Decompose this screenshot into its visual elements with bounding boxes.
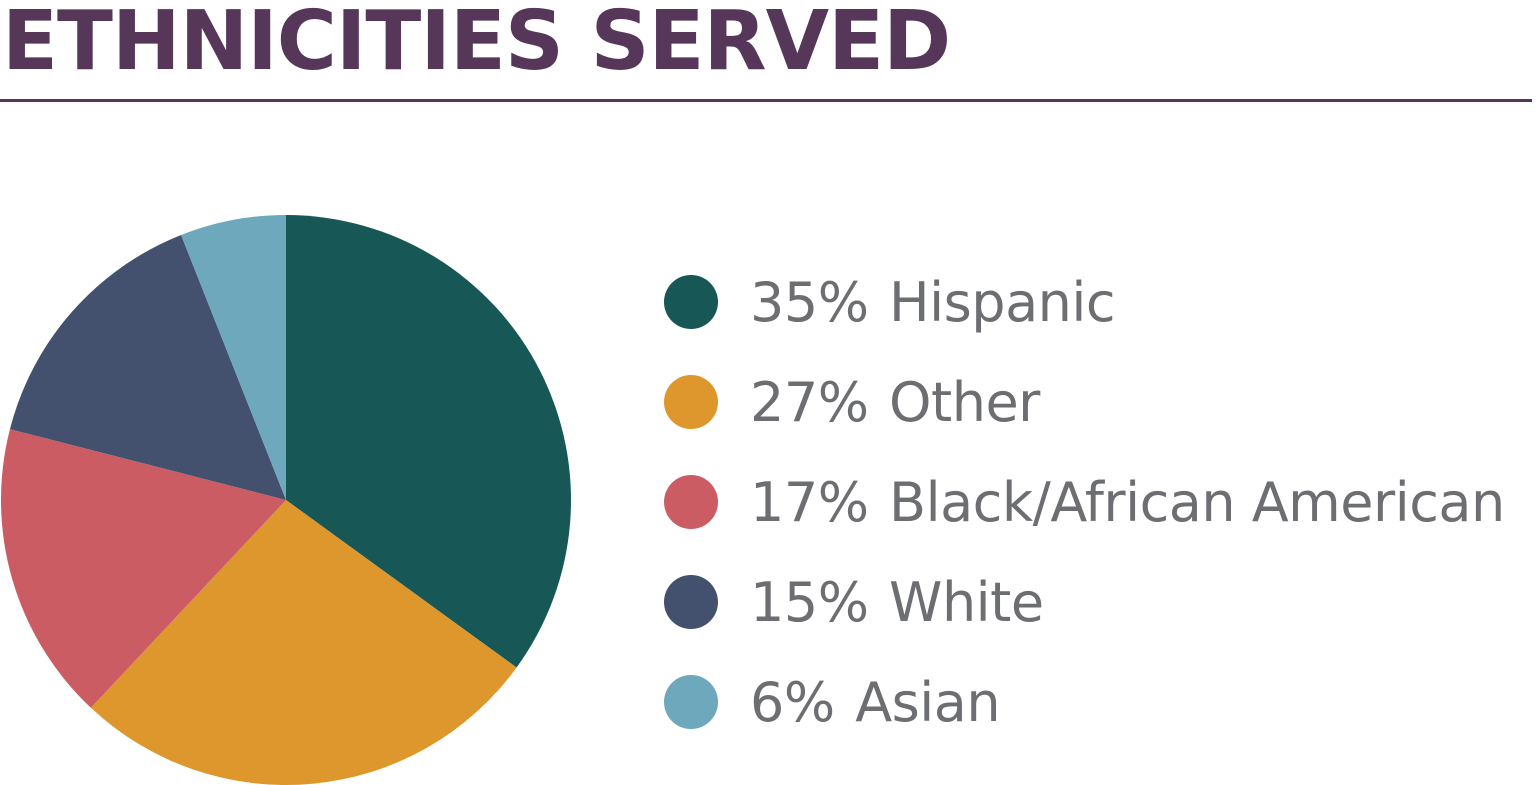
legend-label: 27% Other	[750, 371, 1040, 434]
legend-swatch	[664, 275, 718, 329]
legend-category: Hispanic	[889, 270, 1116, 334]
legend-item: 35% Hispanic	[664, 252, 1536, 352]
legend-category: Other	[889, 370, 1040, 434]
legend-swatch	[664, 475, 718, 529]
legend-percent: 15%	[750, 570, 869, 634]
legend-category: Black/African American	[889, 470, 1505, 534]
legend-item: 27% Other	[664, 352, 1536, 452]
legend-percent: 35%	[750, 270, 869, 334]
legend-swatch	[664, 375, 718, 429]
legend-item: 6% Asian	[664, 652, 1536, 752]
legend-label: 15% White	[750, 571, 1044, 634]
pie-slice-white	[9, 235, 286, 500]
legend-category: White	[889, 570, 1044, 634]
legend-swatch	[664, 575, 718, 629]
pie-slice-black-african-american	[0, 429, 286, 708]
legend-label: 35% Hispanic	[750, 270, 1116, 334]
chart-legend: 35% Hispanic 27% Other 17% Black/African Amer…	[664, 252, 1536, 752]
legend-percent: 6%	[750, 670, 835, 734]
legend-label: 17% Black/African American	[750, 471, 1505, 534]
legend-swatch	[664, 675, 718, 729]
legend-item: 15% White	[664, 552, 1536, 652]
legend-percent: 27%	[750, 370, 869, 434]
title-divider	[0, 99, 1532, 102]
page-title: ETHNICITIES SERVED	[2, 0, 951, 89]
pie-slice-asian	[181, 215, 286, 500]
legend-item: 17% Black/African American	[664, 452, 1536, 552]
legend-percent: 17%	[750, 470, 869, 534]
pie-slice-other	[90, 500, 517, 785]
pie-chart	[0, 215, 572, 785]
legend-label: 6% Asian	[750, 670, 1001, 734]
legend-category: Asian	[855, 670, 1001, 734]
pie-slice-hispanic	[286, 215, 572, 668]
